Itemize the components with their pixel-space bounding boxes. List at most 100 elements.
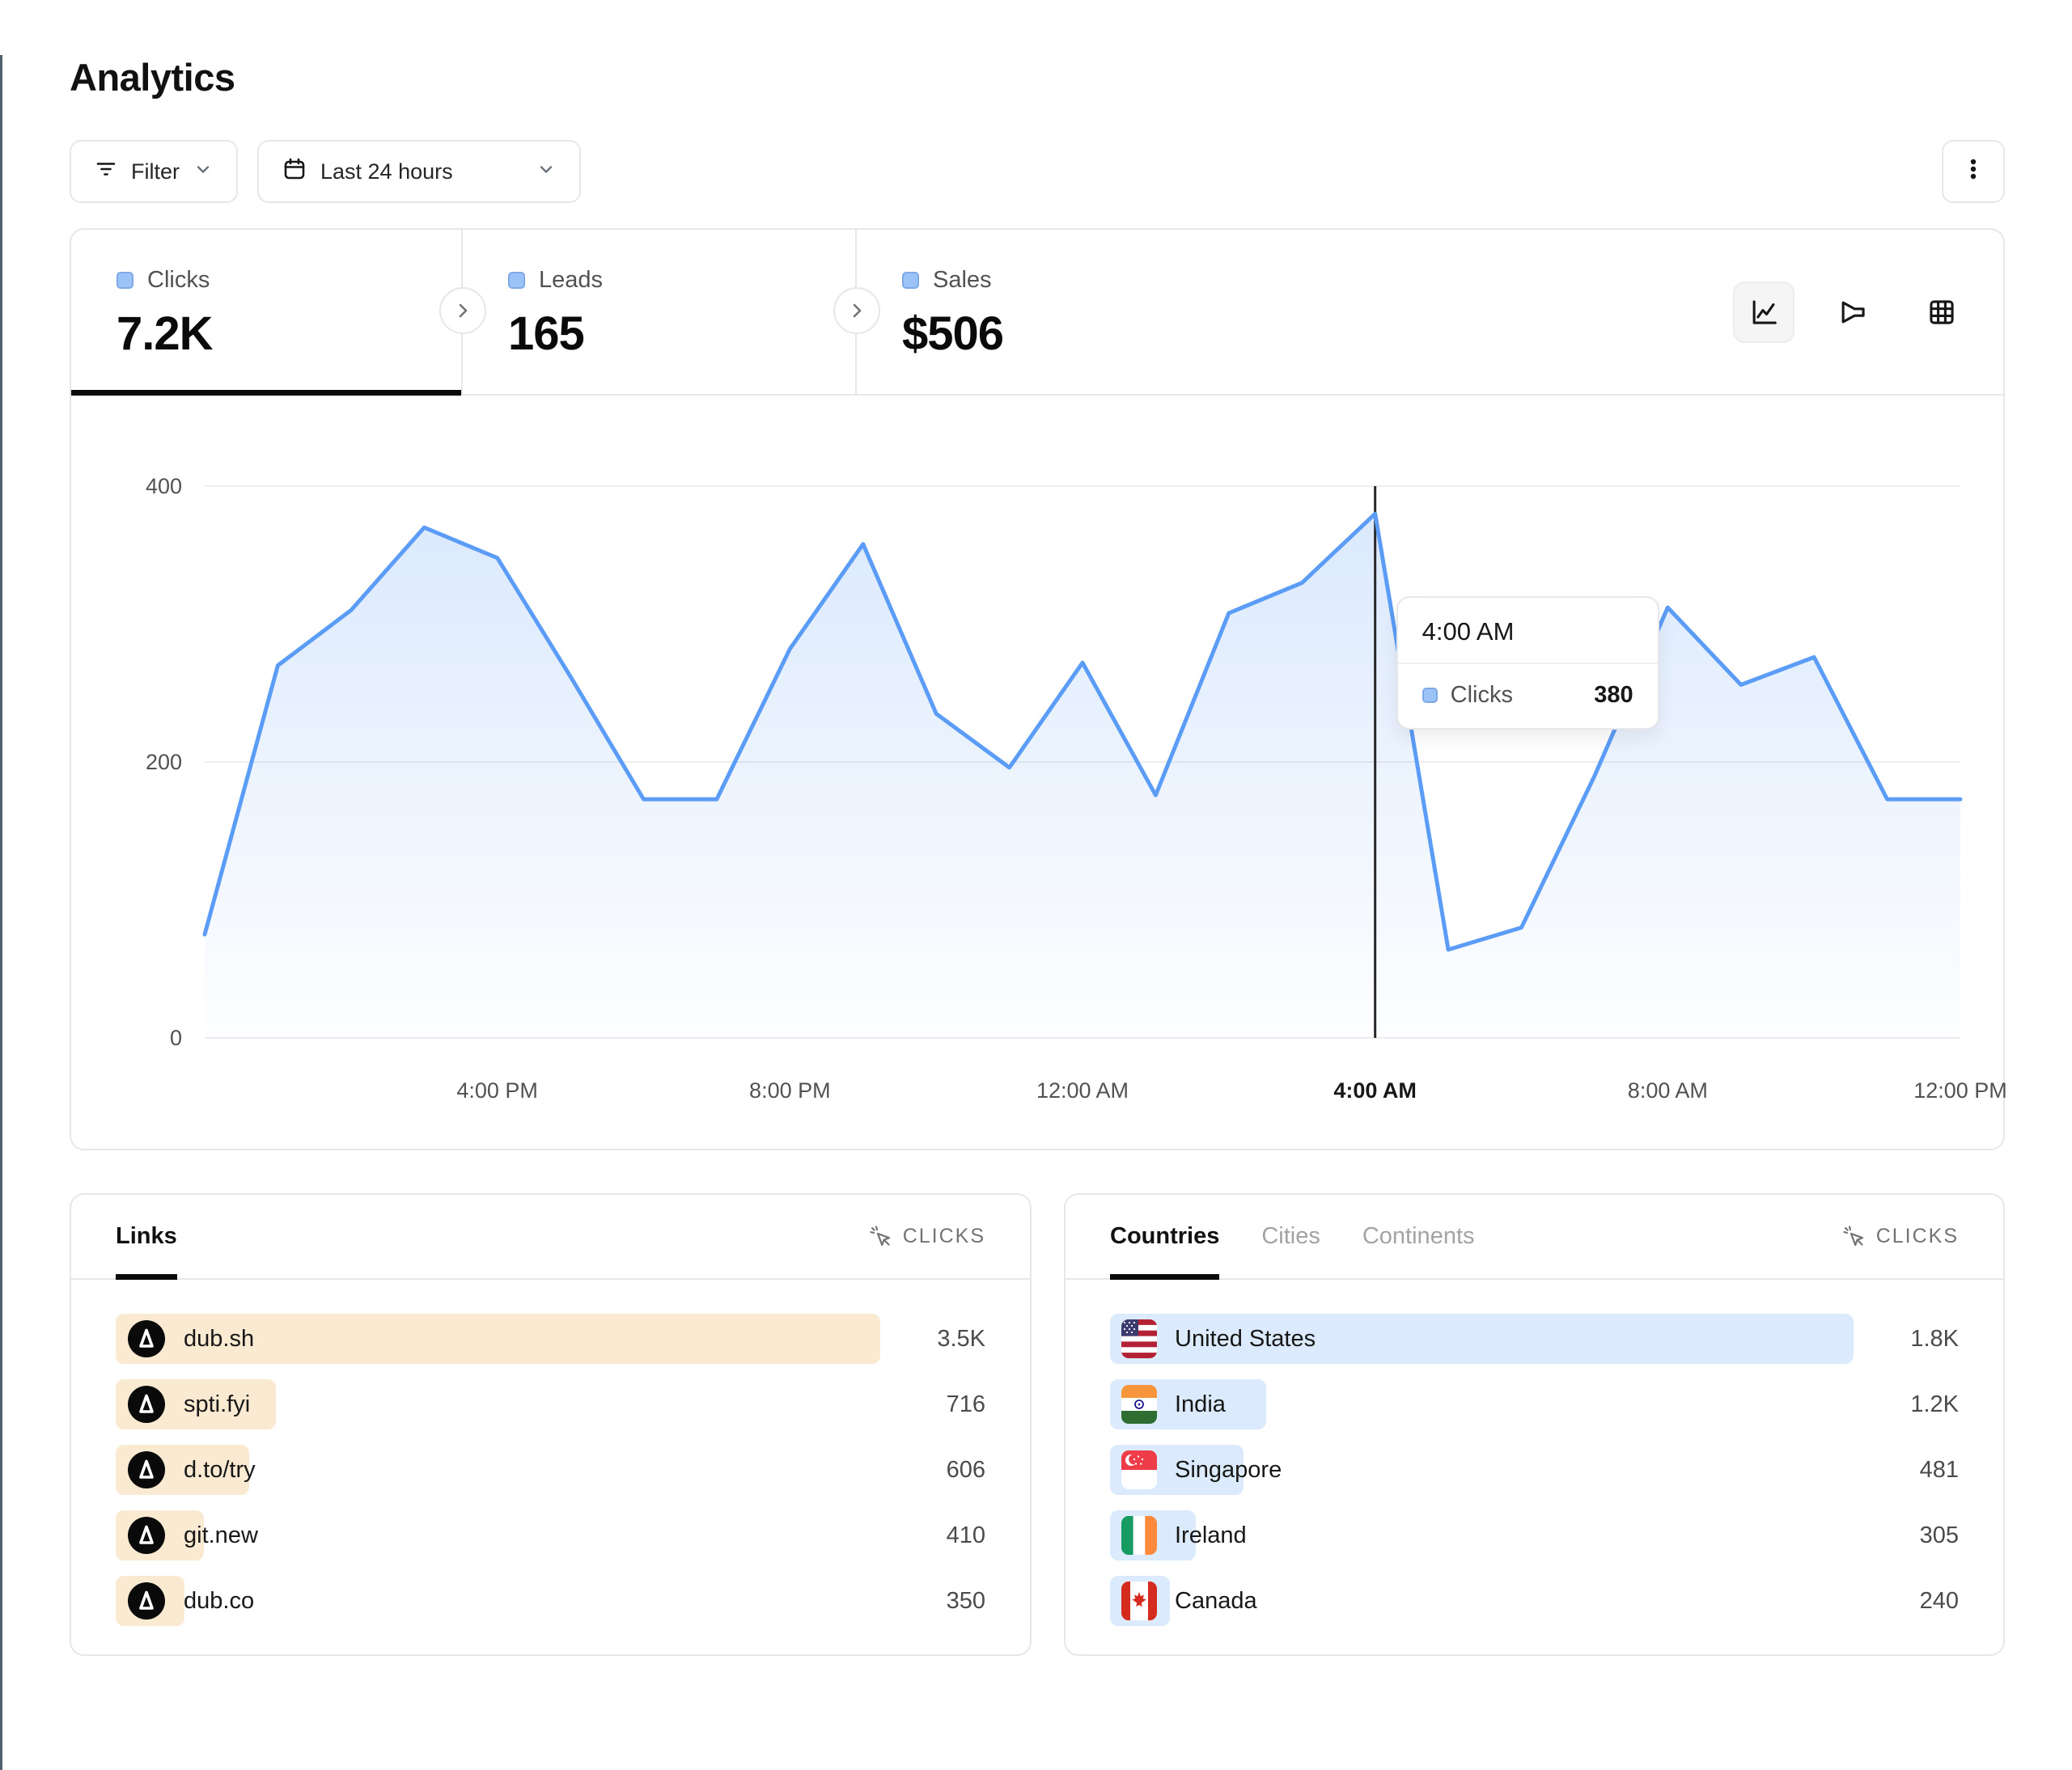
- tooltip-time: 4:00 AM: [1422, 617, 1515, 646]
- line-chart-view-button[interactable]: [1733, 282, 1794, 343]
- link-clicks-value: 606: [946, 1456, 985, 1483]
- funnel-icon: [1841, 301, 1865, 324]
- ireland-flag-icon: [1121, 1516, 1157, 1555]
- filter-button-label: Filter: [131, 159, 180, 184]
- link-row-spti-fyi[interactable]: spti.fyi 716: [116, 1379, 985, 1429]
- link-label: d.to/try: [184, 1456, 256, 1483]
- tab-cities[interactable]: Cities: [1261, 1223, 1320, 1249]
- metric-tabs-row: Clicks 7.2K Leads 165 Sales $506: [71, 230, 2003, 396]
- sales-value: $506: [902, 307, 1004, 360]
- more-options-button[interactable]: [1942, 140, 2005, 203]
- tab-continents[interactable]: Continents: [1362, 1223, 1475, 1249]
- chevron-down-icon: [536, 159, 557, 185]
- country-clicks-value: 1.8K: [1910, 1325, 1959, 1352]
- country-row-singapore[interactable]: Singapore 481: [1110, 1445, 1959, 1495]
- country-clicks-value: 481: [1919, 1456, 1959, 1483]
- clicks-value: 7.2K: [117, 307, 214, 360]
- tooltip-legend-swatch: [1422, 688, 1438, 703]
- analytics-chart-card: Clicks 7.2K Leads 165 Sales $506: [70, 228, 2006, 1150]
- link-clicks-value: 350: [946, 1587, 985, 1614]
- link-bar: [116, 1314, 880, 1364]
- filter-button[interactable]: Filter: [70, 140, 238, 203]
- dub-logo-icon: [128, 1320, 165, 1357]
- links-list: dub.sh 3.5K spti.fyi 716 d.to/try 606 git.new 4…: [71, 1280, 1030, 1626]
- metric-label: Clicks: [147, 267, 210, 293]
- locations-panel-header: Countries Cities Continents CLICKS: [1066, 1195, 2003, 1280]
- leads-value: 165: [508, 307, 585, 360]
- filter-icon: [94, 157, 118, 187]
- country-label: Singapore: [1175, 1456, 1282, 1483]
- united-states-flag-icon: [1121, 1319, 1157, 1358]
- expand-leads-chevron-button[interactable]: [833, 287, 880, 334]
- tab-clicks[interactable]: Clicks 7.2K: [71, 230, 463, 396]
- links-metric-header[interactable]: CLICKS: [869, 1225, 985, 1249]
- canada-flag-icon: [1121, 1582, 1157, 1620]
- link-clicks-value: 410: [946, 1522, 985, 1548]
- link-row-dub-sh[interactable]: dub.sh 3.5K: [116, 1314, 985, 1364]
- country-row-canada[interactable]: Canada 240: [1110, 1576, 1959, 1626]
- countries-metric-header[interactable]: CLICKS: [1842, 1225, 1959, 1249]
- link-clicks-value: 716: [946, 1391, 985, 1417]
- links-panel: Links CLICKS dub.sh 3.5K spti.fyi 716 d.to/t…: [70, 1193, 1032, 1656]
- country-label: United States: [1175, 1325, 1316, 1352]
- link-label: dub.co: [184, 1587, 255, 1614]
- locations-panel: Countries Cities Continents CLICKS Unite…: [1064, 1193, 2005, 1656]
- link-row-dub-co[interactable]: dub.co 350: [116, 1576, 985, 1626]
- grid-table-icon: [1930, 300, 1954, 324]
- expand-clicks-chevron-button[interactable]: [439, 287, 486, 334]
- svg-text:4:00 AM: 4:00 AM: [1333, 1078, 1417, 1103]
- clicks-time-series-chart[interactable]: 0 200 400 4:00 PM 8:00 PM 12:00 AM 4:00 AM 8:00…: [71, 396, 2006, 1149]
- link-row-d-to-try[interactable]: d.to/try 606: [116, 1445, 985, 1495]
- date-range-label: Last 24 hours: [320, 159, 453, 184]
- svg-text:8:00 AM: 8:00 AM: [1628, 1078, 1708, 1103]
- svg-text:0: 0: [170, 1026, 182, 1050]
- sales-legend-swatch: [902, 272, 919, 289]
- link-row-git-new[interactable]: git.new 410: [116, 1510, 985, 1560]
- cursor-click-icon: [870, 1225, 890, 1246]
- link-label: dub.sh: [184, 1325, 255, 1352]
- table-view-button[interactable]: [1911, 282, 1972, 343]
- countries-metric-label: CLICKS: [1875, 1225, 1959, 1247]
- funnel-view-button[interactable]: [1822, 282, 1883, 343]
- country-clicks-value: 240: [1919, 1587, 1959, 1614]
- active-tab-underline: [71, 390, 461, 396]
- svg-text:12:00 PM: 12:00 PM: [1913, 1078, 2006, 1103]
- dub-logo-icon: [128, 1517, 165, 1554]
- tooltip-value: 380: [1594, 682, 1633, 708]
- link-label: spti.fyi: [184, 1391, 251, 1417]
- clicks-legend-swatch: [117, 272, 133, 289]
- svg-text:400: 400: [146, 474, 182, 498]
- kebab-menu-icon: [1960, 156, 1986, 188]
- dub-logo-icon: [128, 1582, 165, 1620]
- country-row-ireland[interactable]: Ireland 305: [1110, 1510, 1959, 1560]
- dub-logo-icon: [128, 1451, 165, 1488]
- tab-countries[interactable]: Countries: [1110, 1195, 1220, 1280]
- country-row-india[interactable]: India 1.2K: [1110, 1379, 1959, 1429]
- svg-text:4:00 PM: 4:00 PM: [456, 1078, 538, 1103]
- tab-links[interactable]: Links: [116, 1195, 177, 1280]
- svg-text:12:00 AM: 12:00 AM: [1036, 1078, 1129, 1103]
- date-range-button[interactable]: Last 24 hours: [257, 140, 581, 203]
- country-bar: [1110, 1314, 1854, 1364]
- country-clicks-value: 1.2K: [1910, 1391, 1959, 1417]
- metric-label: Leads: [539, 267, 604, 293]
- tooltip-series-label: Clicks: [1450, 682, 1513, 708]
- link-clicks-value: 3.5K: [937, 1325, 985, 1352]
- calendar-icon: [282, 156, 307, 188]
- chart-hover-tooltip: 4:00 AM Clicks 380: [1396, 596, 1659, 730]
- area-chart-canvas: 0 200 400 4:00 PM 8:00 PM 12:00 AM 4:00 AM 8:00…: [146, 474, 2006, 1103]
- cursor-click-icon: [1843, 1225, 1863, 1246]
- singapore-flag-icon: [1121, 1450, 1157, 1489]
- tab-leads[interactable]: Leads 165: [463, 230, 857, 394]
- dub-logo-icon: [128, 1386, 165, 1423]
- country-label: Ireland: [1175, 1522, 1247, 1548]
- link-label: git.new: [184, 1522, 258, 1548]
- page-title: Analytics: [70, 56, 235, 99]
- country-row-united-states[interactable]: United States 1.8K: [1110, 1314, 1959, 1364]
- chevron-right-icon: [853, 303, 862, 318]
- line-chart-icon: [1752, 300, 1777, 324]
- links-metric-label: CLICKS: [902, 1225, 985, 1247]
- metric-label: Sales: [933, 267, 992, 293]
- links-panel-header: Links CLICKS: [71, 1195, 1030, 1280]
- tab-sales[interactable]: Sales $506: [857, 230, 2003, 394]
